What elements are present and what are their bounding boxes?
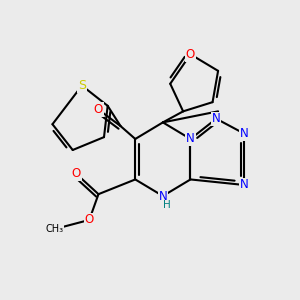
Text: N: N: [239, 127, 248, 140]
Text: N: N: [212, 112, 220, 125]
Text: CH₃: CH₃: [45, 224, 63, 234]
Text: N: N: [239, 178, 248, 191]
Text: S: S: [78, 79, 86, 92]
Text: N: N: [158, 190, 167, 202]
Text: N: N: [186, 133, 195, 146]
Text: O: O: [94, 103, 103, 116]
Text: O: O: [72, 167, 81, 180]
Text: O: O: [85, 213, 94, 226]
Text: O: O: [186, 48, 195, 61]
Text: H: H: [164, 200, 171, 210]
